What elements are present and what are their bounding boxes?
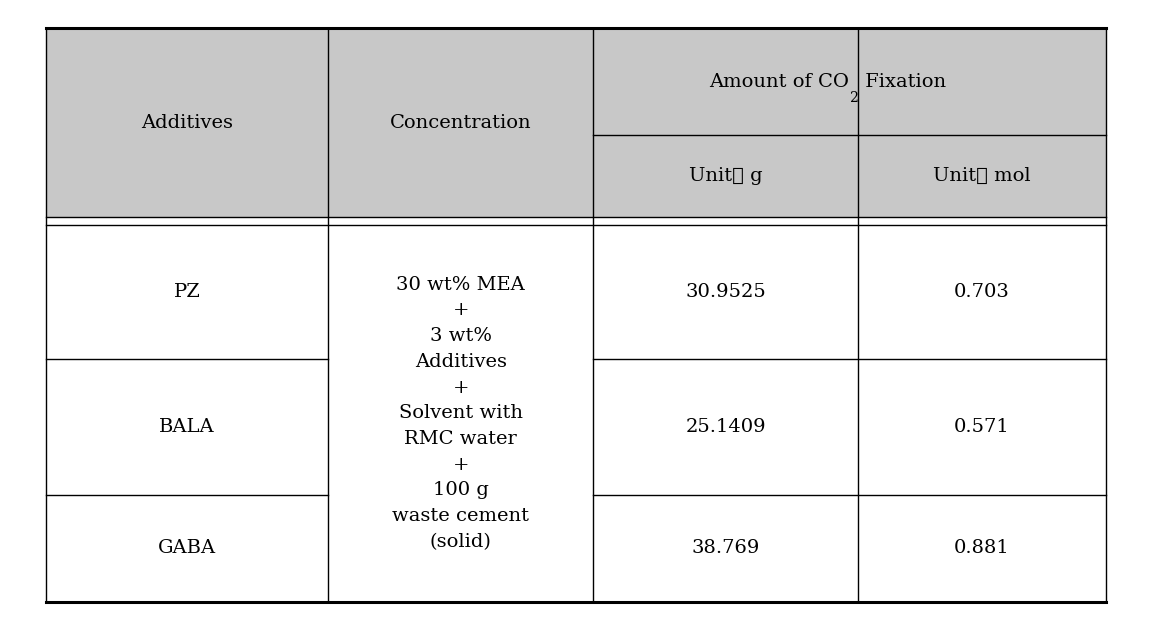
Text: 38.769: 38.769 <box>691 539 760 557</box>
Bar <box>328 225 593 602</box>
Text: PZ: PZ <box>174 283 200 301</box>
Bar <box>593 359 858 495</box>
Bar <box>328 28 593 217</box>
Text: 0.881: 0.881 <box>954 539 1010 557</box>
Bar <box>858 225 1106 359</box>
Bar <box>593 28 1106 135</box>
Bar <box>858 495 1106 602</box>
Text: Fixation: Fixation <box>858 73 946 91</box>
Bar <box>593 135 858 217</box>
Text: 2: 2 <box>849 91 858 105</box>
Text: Unit： mol: Unit： mol <box>933 168 1031 185</box>
Text: 25.1409: 25.1409 <box>685 418 766 436</box>
Bar <box>46 495 328 602</box>
Bar <box>858 359 1106 495</box>
Text: Amount of CO: Amount of CO <box>710 73 849 91</box>
Text: 30 wt% MEA
+
3 wt%
Additives
+
Solvent with
RMC water
+
100 g
waste cement
(soli: 30 wt% MEA + 3 wt% Additives + Solvent w… <box>393 276 529 551</box>
Text: Unit： g: Unit： g <box>689 168 763 185</box>
Bar <box>858 135 1106 217</box>
Text: Additives: Additives <box>142 114 233 132</box>
Text: BALA: BALA <box>159 418 215 436</box>
Text: 0.571: 0.571 <box>954 418 1010 436</box>
Bar <box>593 495 858 602</box>
Text: 0.703: 0.703 <box>954 283 1010 301</box>
Bar <box>46 28 328 217</box>
Text: GABA: GABA <box>158 539 217 557</box>
Bar <box>593 225 858 359</box>
Bar <box>46 359 328 495</box>
Bar <box>46 225 328 359</box>
Text: Concentration: Concentration <box>391 114 531 132</box>
Text: 30.9525: 30.9525 <box>685 283 766 301</box>
